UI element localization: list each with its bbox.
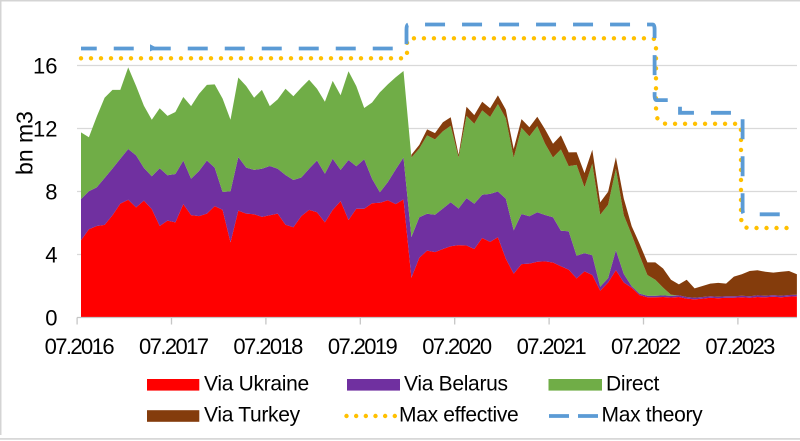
svg-text:07.2016: 07.2016 (45, 334, 115, 359)
svg-text:Max theory: Max theory (602, 404, 704, 427)
svg-text:07.2023: 07.2023 (705, 334, 775, 359)
svg-text:Max effective: Max effective (399, 404, 518, 427)
svg-text:16: 16 (33, 53, 57, 78)
svg-text:07.2019: 07.2019 (328, 334, 398, 359)
svg-text:07.2022: 07.2022 (611, 334, 681, 359)
svg-text:07.2021: 07.2021 (517, 334, 587, 359)
svg-text:Via Belarus: Via Belarus (404, 373, 508, 396)
svg-text:8: 8 (45, 179, 57, 204)
svg-text:07.2017: 07.2017 (139, 334, 209, 359)
svg-text:Via Turkey: Via Turkey (204, 404, 301, 427)
svg-text:Via Ukraine: Via Ukraine (204, 373, 309, 396)
svg-text:07.2020: 07.2020 (422, 334, 492, 359)
svg-text:0: 0 (45, 305, 57, 330)
svg-text:12: 12 (33, 116, 57, 141)
svg-text:bn m3: bn m3 (12, 111, 38, 175)
svg-text:Direct: Direct (606, 373, 660, 396)
svg-text:4: 4 (45, 242, 57, 267)
svg-text:07.2018: 07.2018 (233, 334, 303, 359)
